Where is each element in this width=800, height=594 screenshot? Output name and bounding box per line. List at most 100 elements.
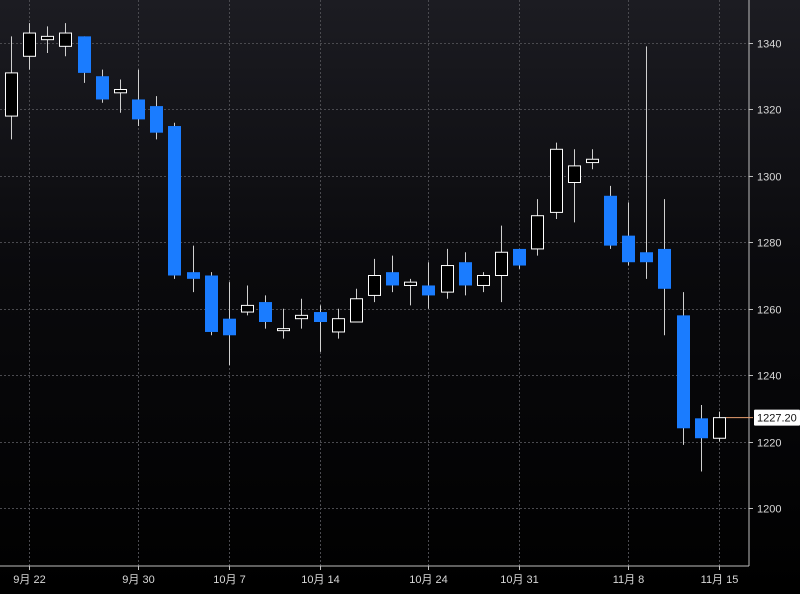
candle	[332, 308, 345, 339]
candle	[404, 278, 417, 306]
candle	[168, 122, 181, 279]
candle	[604, 185, 617, 249]
candle-body-up	[5, 72, 18, 117]
candle-body-up	[495, 251, 508, 276]
candle-body-down	[677, 315, 690, 429]
candle	[368, 258, 381, 303]
candle	[658, 199, 671, 336]
y-tick-label: 1300	[757, 172, 781, 184]
candle-body-down	[205, 275, 218, 332]
candle-body-down	[187, 272, 200, 279]
last-price-label: 1227.20	[757, 413, 797, 425]
candle-body-up	[568, 165, 581, 183]
candle	[586, 149, 599, 170]
candle	[41, 26, 54, 53]
x-tick-label: 10月 24	[409, 574, 448, 586]
x-tick-label: 9月 30	[122, 574, 154, 586]
candle-body-down	[622, 235, 635, 263]
candle-body-up	[41, 35, 54, 41]
y-tick-label: 1200	[757, 504, 781, 516]
candle-body-up	[586, 158, 599, 164]
candle	[241, 285, 254, 316]
candle-body-up	[404, 281, 417, 286]
candle-body-up	[713, 417, 726, 439]
candle-body-up	[550, 148, 563, 213]
candle-body-up	[477, 275, 490, 286]
candle-body-down	[604, 195, 617, 246]
candle	[441, 248, 454, 299]
candle	[495, 225, 508, 303]
candle	[295, 298, 308, 329]
y-tick-label: 1260	[757, 305, 781, 317]
candle-body-down	[150, 106, 163, 133]
candle-body-down	[78, 36, 91, 73]
candle-body-up	[368, 275, 381, 296]
candle-body-down	[658, 248, 671, 289]
candle-body-up	[441, 265, 454, 293]
candle-body-down	[314, 312, 327, 322]
candle	[459, 252, 472, 296]
candle	[78, 36, 91, 83]
candle	[187, 245, 200, 293]
candle	[205, 272, 218, 336]
candle-body-down	[422, 285, 435, 296]
candle	[531, 199, 544, 256]
candle-body-up	[295, 314, 308, 320]
candle	[622, 202, 635, 266]
candle	[96, 69, 109, 103]
candle-body-up	[241, 304, 254, 313]
candle	[677, 292, 690, 445]
candle	[477, 272, 490, 293]
candle	[114, 79, 127, 113]
candle	[350, 288, 363, 323]
candle	[259, 295, 272, 329]
x-axis-ticks: 9月 22 9月 30 10月 7 10月 14 10月 24 10月 31 11月 8 11…	[13, 566, 738, 586]
candle	[713, 411, 726, 442]
candle-body-up	[277, 328, 290, 332]
candle	[695, 405, 708, 472]
candle-body-down	[168, 126, 181, 276]
candle	[386, 255, 399, 293]
candle	[550, 142, 563, 220]
y-axis-ticks: 1200 1220 1240 1260 1280 1300 1320 1340	[749, 39, 781, 516]
x-tick-label: 11月 15	[701, 574, 739, 586]
candle	[150, 96, 163, 140]
candle	[23, 23, 36, 70]
candle	[513, 248, 526, 269]
candle-body-down	[459, 262, 472, 286]
candle	[223, 282, 236, 366]
candle	[314, 305, 327, 352]
candle-body-up	[59, 32, 72, 47]
last-price-marker: 1227.20	[726, 409, 800, 426]
candle	[568, 149, 581, 223]
y-tick-label: 1240	[757, 371, 781, 383]
candle-body-down	[386, 272, 399, 286]
x-tick-label: 10月 7	[213, 574, 245, 586]
candle	[132, 69, 145, 127]
candle-body-up	[114, 89, 127, 94]
y-tick-label: 1340	[757, 39, 781, 51]
candle-body-down	[96, 76, 109, 100]
candle-body-down	[640, 252, 653, 263]
x-tick-label: 10月 31	[500, 574, 539, 586]
candle	[59, 23, 72, 57]
x-tick-label: 10月 14	[301, 574, 340, 586]
candle-body-down	[132, 99, 145, 120]
candle	[422, 262, 435, 309]
y-tick-label: 1280	[757, 238, 781, 250]
candle-body-down	[513, 248, 526, 266]
candle-body-down	[259, 302, 272, 322]
x-tick-label: 9月 22	[13, 574, 45, 586]
candle-body-down	[695, 418, 708, 439]
candle-body-up	[531, 215, 544, 250]
y-tick-label: 1320	[757, 105, 781, 117]
candle	[640, 46, 653, 279]
candle	[5, 36, 18, 140]
candle-layer	[5, 23, 726, 472]
candle-body-up	[350, 298, 363, 323]
x-tick-label: 11月 8	[613, 574, 645, 586]
candle-body-up	[23, 32, 36, 57]
candle	[277, 308, 290, 339]
